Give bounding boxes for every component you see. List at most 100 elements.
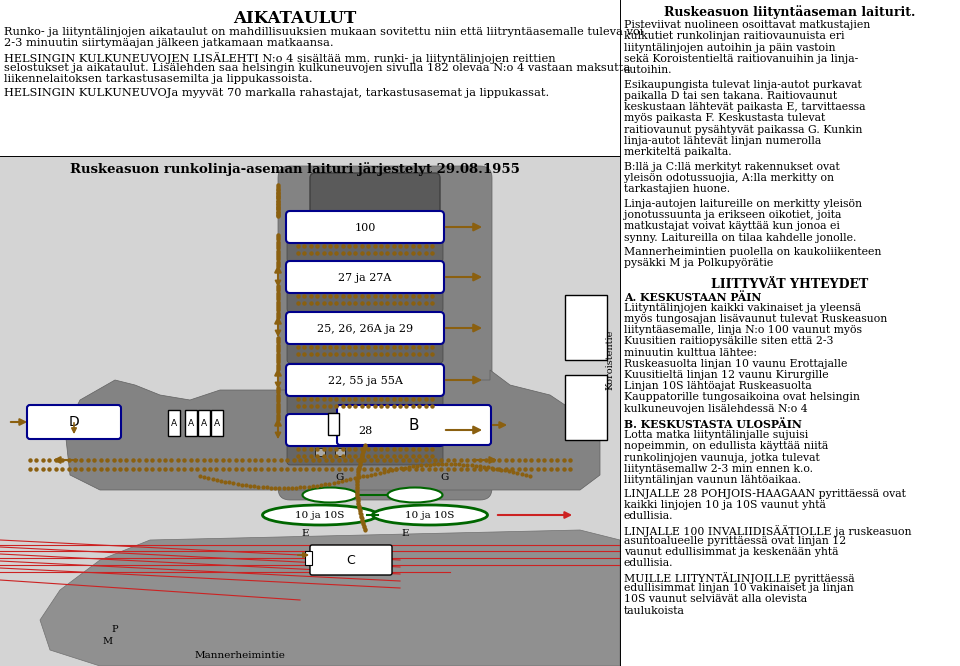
Bar — [328, 413, 339, 435]
Text: yleisön odotussuojia, A:lla merkitty on: yleisön odotussuojia, A:lla merkitty on — [624, 173, 834, 183]
Bar — [198, 410, 210, 436]
Text: nopeimmin, on edullista käyttää niitä: nopeimmin, on edullista käyttää niitä — [624, 442, 828, 452]
FancyBboxPatch shape — [287, 288, 443, 312]
Bar — [565, 375, 607, 440]
Text: M: M — [103, 637, 113, 647]
Text: keskustaan lähtevät paikasta E, tarvittaessa: keskustaan lähtevät paikasta E, tarvitta… — [624, 102, 866, 112]
Text: pysäkki M ja Polkupyörätie: pysäkki M ja Polkupyörätie — [624, 258, 773, 268]
Text: HELSINGIN KULKUNEUVOJEN LISÄLEHTI N:o 4 sisältää mm. runki- ja liityntälinjojen : HELSINGIN KULKUNEUVOJEN LISÄLEHTI N:o 4 … — [4, 52, 556, 64]
Text: LIITTYVÄT YHTEYDET: LIITTYVÄT YHTEYDET — [711, 278, 869, 290]
Bar — [565, 295, 607, 360]
Text: liityntäasemalle, linja N:o 100 vaunut myös: liityntäasemalle, linja N:o 100 vaunut m… — [624, 325, 862, 335]
Polygon shape — [65, 370, 600, 490]
Text: jonotussuunta ja erikseen oikotiet, joita: jonotussuunta ja erikseen oikotiet, joit… — [624, 210, 841, 220]
Text: G: G — [441, 472, 449, 482]
Text: kaikki linjojen 10 ja 10S vaunut yhtä: kaikki linjojen 10 ja 10S vaunut yhtä — [624, 500, 826, 510]
Text: Kauppatorille tungosaikoina ovat helsingin: Kauppatorille tungosaikoina ovat helsing… — [624, 392, 860, 402]
Text: E: E — [401, 529, 409, 537]
Ellipse shape — [372, 505, 488, 525]
Ellipse shape — [302, 488, 357, 503]
Text: A: A — [201, 418, 207, 428]
FancyBboxPatch shape — [286, 261, 444, 293]
Text: Linja-autojen laitureille on merkitty yleisön: Linja-autojen laitureille on merkitty yl… — [624, 198, 862, 208]
Text: Mannerheimintien puolella on kaukoliikenteen: Mannerheimintien puolella on kaukoliiken… — [624, 247, 881, 257]
Text: Esikaupungista tulevat linja-autot purkavat: Esikaupungista tulevat linja-autot purka… — [624, 79, 862, 89]
Text: P: P — [111, 625, 118, 635]
FancyBboxPatch shape — [286, 211, 444, 243]
Text: A: A — [214, 418, 220, 428]
FancyBboxPatch shape — [310, 173, 440, 218]
Text: liikennelaitoksen tarkastusasemilta ja lippukassoista.: liikennelaitoksen tarkastusasemilta ja l… — [4, 74, 313, 84]
Text: Pisteviivat nuolineen osoittavat matkustajien: Pisteviivat nuolineen osoittavat matkust… — [624, 20, 871, 30]
Text: 10 ja 10S: 10 ja 10S — [296, 511, 345, 519]
FancyBboxPatch shape — [310, 545, 392, 575]
Text: vaunut edullisimmat ja keskenään yhtä: vaunut edullisimmat ja keskenään yhtä — [624, 547, 838, 557]
Text: edullisia.: edullisia. — [624, 558, 674, 568]
FancyBboxPatch shape — [337, 405, 491, 445]
Text: kulkutiet runkolinjan raitiovaunuista eri: kulkutiet runkolinjan raitiovaunuista er… — [624, 31, 845, 41]
Bar — [305, 551, 312, 565]
Text: Koroistentie: Koroistentie — [606, 330, 614, 390]
FancyBboxPatch shape — [287, 441, 443, 465]
Text: MUILLE LIITYNTÄLINJOILLE pyrittäessä: MUILLE LIITYNTÄLINJOILLE pyrittäessä — [624, 571, 854, 584]
Text: 22, 55 ja 55A: 22, 55 ja 55A — [327, 376, 402, 386]
FancyBboxPatch shape — [286, 364, 444, 396]
FancyBboxPatch shape — [286, 414, 444, 446]
Bar — [315, 448, 325, 456]
Text: 2-3 minuutin siirtymäajan jälkeen jatkamaan matkaansa.: 2-3 minuutin siirtymäajan jälkeen jatkam… — [4, 38, 334, 48]
Text: autoihin.: autoihin. — [624, 65, 673, 75]
Text: Linjan 10S lähtöajat Ruskeasuolta: Linjan 10S lähtöajat Ruskeasuolta — [624, 381, 812, 391]
Text: LINJALLE 100 INVALIIDISÄÄTIOLLE ja ruskeasuon: LINJALLE 100 INVALIIDISÄÄTIOLLE ja ruske… — [624, 524, 911, 537]
Text: LINJALLE 28 POHJOIS-HAAGAAN pyrittäessä ovat: LINJALLE 28 POHJOIS-HAAGAAN pyrittäessä … — [624, 489, 906, 499]
Bar — [0, 0, 620, 156]
Text: Liityntälinjojen kaikki vakinaiset ja yleensä: Liityntälinjojen kaikki vakinaiset ja yl… — [624, 302, 861, 312]
FancyBboxPatch shape — [278, 166, 492, 500]
Text: myös paikasta F. Keskustasta tulevat: myös paikasta F. Keskustasta tulevat — [624, 113, 826, 123]
Ellipse shape — [262, 505, 377, 525]
Text: AIKATAULUT: AIKATAULUT — [233, 10, 356, 27]
Text: matkustajat voivat käyttää kun jonoa ei: matkustajat voivat käyttää kun jonoa ei — [624, 221, 840, 231]
Text: liityntälinjojen autoihin ja päin vastoin: liityntälinjojen autoihin ja päin vastoi… — [624, 43, 835, 53]
FancyBboxPatch shape — [286, 312, 444, 344]
Text: Ruskeasuolta linjan 10 vaunu Erottajalle: Ruskeasuolta linjan 10 vaunu Erottajalle — [624, 359, 848, 369]
Text: D: D — [68, 415, 80, 429]
Text: Runko- ja liityntälinjojen aikataulut on mahdillisuuksien mukaan sovitettu niin : Runko- ja liityntälinjojen aikataulut on… — [4, 27, 643, 37]
Text: A. KESKUSTAAN PÄIN: A. KESKUSTAAN PÄIN — [624, 292, 761, 302]
Text: G: G — [336, 472, 345, 482]
Text: synny. Laitureilla on tilaa kahdelle jonolle.: synny. Laitureilla on tilaa kahdelle jon… — [624, 232, 856, 242]
Text: paikalla D tai sen takana. Raitiovaunut: paikalla D tai sen takana. Raitiovaunut — [624, 91, 837, 101]
Text: C: C — [347, 553, 355, 567]
Text: B: B — [409, 418, 420, 432]
Text: edullisia.: edullisia. — [624, 511, 674, 521]
Text: linja-autot lähtevät linjan numerolla: linja-autot lähtevät linjan numerolla — [624, 136, 821, 146]
Ellipse shape — [388, 488, 443, 503]
Text: taulukoista: taulukoista — [624, 605, 684, 615]
Bar — [211, 410, 223, 436]
Text: A: A — [188, 418, 194, 428]
FancyBboxPatch shape — [287, 238, 443, 262]
Bar — [620, 0, 960, 666]
FancyBboxPatch shape — [287, 391, 443, 415]
Text: Kuusitien raitiopysäkille siten että 2-3: Kuusitien raitiopysäkille siten että 2-3 — [624, 336, 833, 346]
Text: minuutin kulttua lähtee:: minuutin kulttua lähtee: — [624, 348, 757, 358]
Text: liityntäsemallw 2-3 min ennen k.o.: liityntäsemallw 2-3 min ennen k.o. — [624, 464, 813, 474]
Text: merkiteltä paikalta.: merkiteltä paikalta. — [624, 147, 732, 157]
Text: 27 ja 27A: 27 ja 27A — [338, 273, 392, 283]
Text: B. KESKUSTASTA ULOSPÄIN: B. KESKUSTASTA ULOSPÄIN — [624, 419, 802, 430]
FancyBboxPatch shape — [287, 339, 443, 363]
Text: 100: 100 — [354, 223, 375, 233]
Text: Lotta matka liityntälinjalle sujuisi: Lotta matka liityntälinjalle sujuisi — [624, 430, 808, 440]
Bar — [185, 410, 197, 436]
Text: sekä Koroistentieltä raitiovanuihin ja linja-: sekä Koroistentieltä raitiovanuihin ja l… — [624, 54, 858, 64]
Text: B:llä ja C:llä merkityt rakennukset ovat: B:llä ja C:llä merkityt rakennukset ovat — [624, 162, 840, 172]
Text: 10S vaunut selviävät alla olevista: 10S vaunut selviävät alla olevista — [624, 594, 807, 604]
Text: Mannerheimintie: Mannerheimintie — [195, 651, 285, 659]
Text: runkolinjojen vaunuja, jotka tulevat: runkolinjojen vaunuja, jotka tulevat — [624, 453, 820, 463]
Text: 10 ja 10S: 10 ja 10S — [405, 511, 455, 519]
Text: selostukset ja aikataulut. Lisälehden saa helsingin kulkuneuvojen sivulla 182 ol: selostukset ja aikataulut. Lisälehden sa… — [4, 63, 631, 73]
Text: Ruskeasuon liityntäaseman laiturit.: Ruskeasuon liityntäaseman laiturit. — [664, 5, 916, 19]
Text: edullisimmat linjan 10 vakinaiset ja linjan: edullisimmat linjan 10 vakinaiset ja lin… — [624, 583, 853, 593]
Bar — [0, 156, 620, 666]
Text: kulkuneuvojen lisälehdessä N:o 4: kulkuneuvojen lisälehdessä N:o 4 — [624, 404, 807, 414]
Bar — [335, 448, 345, 456]
